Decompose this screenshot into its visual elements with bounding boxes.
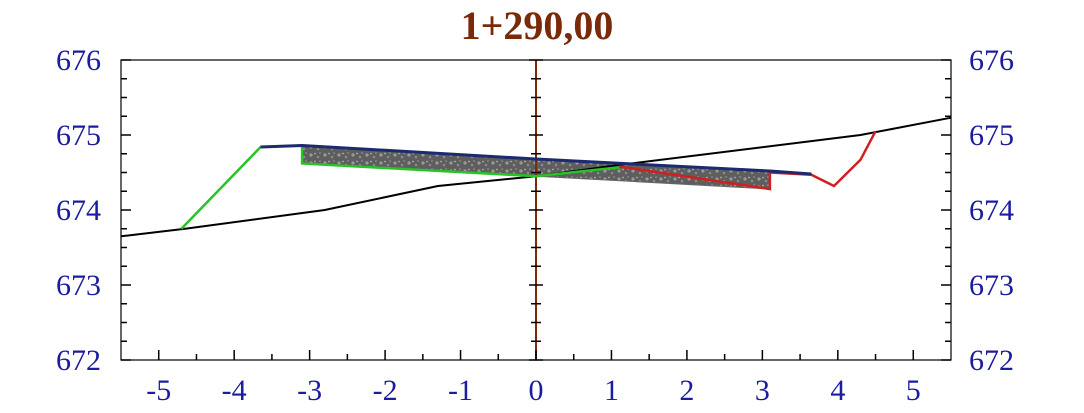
x-tick-label: -4 [222, 374, 247, 407]
x-tick-label: 2 [679, 374, 694, 407]
y-tick-label-left: 672 [56, 344, 101, 377]
axes-group [120, 59, 952, 361]
y-tick-label-right: 676 [969, 44, 1014, 77]
y-tick-label-right: 672 [969, 344, 1014, 377]
ground-line [120, 116, 952, 238]
y-tick-label-right: 674 [969, 194, 1014, 227]
pavement-top-line [260, 143, 812, 176]
x-tick-label: 4 [830, 374, 845, 407]
y-tick-label-left: 674 [56, 194, 101, 227]
x-tick-label: 5 [906, 374, 921, 407]
y-tick-label-left: 675 [56, 119, 101, 152]
x-tick-label: -1 [448, 374, 473, 407]
y-tick-label-right: 673 [969, 269, 1014, 302]
x-tick-label: 1 [604, 374, 619, 407]
x-tick-label: 3 [755, 374, 770, 407]
section-title: 1+290,00 [460, 3, 614, 48]
x-tick-label: -5 [146, 374, 171, 407]
y-tick-label-left: 676 [56, 44, 101, 77]
cut-slope-line [618, 130, 877, 191]
x-tick-label: 0 [529, 374, 544, 407]
fill-slope-line [180, 144, 627, 230]
y-tick-label-right: 675 [969, 119, 1014, 152]
x-tick-label: -3 [297, 374, 322, 407]
x-tick-label: -2 [373, 374, 398, 407]
y-tick-label-left: 673 [56, 269, 101, 302]
tick-labels-group: -5 -4 -3 -2 -1 0 1 2 3 4 5 672 673 674 675 676 672 673 674… [56, 44, 1014, 407]
